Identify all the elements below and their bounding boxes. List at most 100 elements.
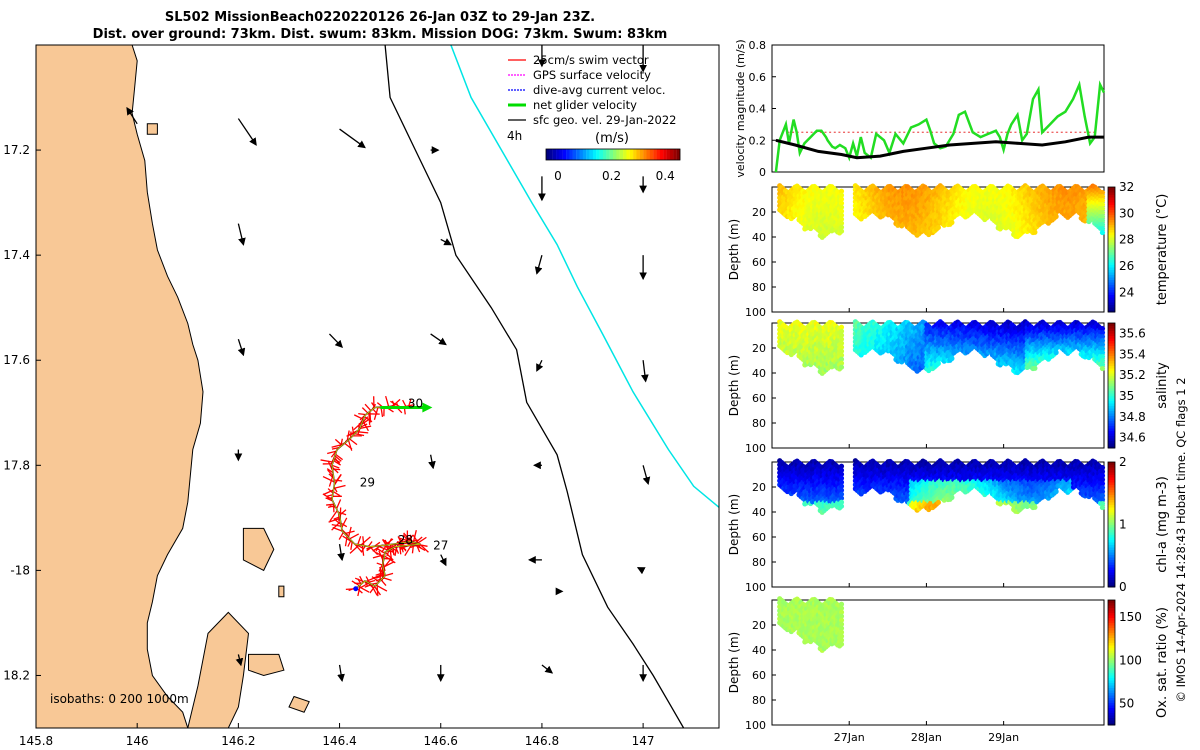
chla-panel-sample — [838, 463, 845, 469]
sfc-velocity-vector-9 — [237, 223, 246, 246]
swim-vector-tick — [340, 522, 348, 528]
salinity-panel-colorbar-tick: 35.4 — [1119, 347, 1146, 361]
legend-colorbar-tick: 0.4 — [656, 169, 675, 183]
temperature-panel-colorbar-cell — [1108, 202, 1115, 205]
temperature-panel-colorbar-cell — [1108, 264, 1115, 268]
chart-title-line1: SL502 MissionBeach0220220126 26-Jan 03Z … — [164, 10, 596, 25]
chla-panel-sample — [838, 475, 845, 481]
legend-colorbar-cell — [566, 149, 570, 160]
swim-vector-tick — [373, 407, 379, 420]
swim-vector-tick — [382, 561, 395, 568]
temperature-panel-colorbar-cell — [1108, 247, 1115, 250]
temperature-panel-colorbar-cell — [1108, 259, 1115, 263]
isobath-1000m — [450, 45, 719, 508]
temperature-panel-colorbar-cell — [1108, 214, 1115, 218]
swim-vector-tick — [341, 517, 348, 529]
temperature-panel-colorbar-cell — [1108, 222, 1115, 225]
temperature-panel-colorbar-frame — [1107, 186, 1116, 313]
salinity-panel-colorbar-cell — [1108, 330, 1115, 334]
temperature-panel-sample — [1099, 229, 1106, 236]
velocity-ytick-label: 0 — [759, 166, 766, 179]
salinity-panel-colorbar-cell — [1108, 435, 1115, 439]
temperature-panel-sample — [935, 224, 941, 231]
legend-colorbar-cell — [649, 149, 654, 160]
salinity-panel-sample — [838, 360, 845, 366]
salinity-panel-colorbar-cell — [1108, 348, 1115, 351]
swim-vector-tick — [360, 536, 371, 546]
swim-vector-tick — [337, 511, 347, 516]
temperature-panel-colorbar-cell — [1108, 219, 1115, 223]
sfc-velocity-vector-5 — [339, 128, 366, 149]
salinity-panel-sample — [1099, 333, 1106, 340]
salinity-panel-sample — [838, 332, 845, 338]
temperature-panel-ytick-label: 20 — [752, 206, 766, 219]
temperature-panel-colorbar-cell — [1108, 267, 1115, 270]
swim-vector-tick — [383, 555, 396, 564]
salinity-panel-colorbar-cell — [1108, 418, 1115, 421]
sfc-velocity-vector-10 — [440, 238, 453, 246]
map-ytick-label: 17.6 — [3, 353, 30, 367]
temperature-panel-colorbar-cell — [1108, 252, 1115, 255]
temperature-panel-colorbar-cell — [1108, 272, 1115, 275]
temperature-panel-colorbar-tick: 28 — [1119, 233, 1134, 247]
legend-colorbar-cell — [596, 149, 600, 160]
swim-vector-tick — [375, 584, 388, 592]
legend-colorbar-cell — [582, 149, 587, 160]
legend-colorbar-cell — [576, 149, 580, 160]
legend-colorbar-cell — [639, 149, 644, 160]
map-ytick-label: 17.2 — [3, 143, 30, 157]
day-label-28: 28 — [398, 533, 413, 547]
net-glider-velocity-head — [422, 402, 433, 413]
chla-panel-sample — [838, 467, 845, 473]
salinity-panel-ylabel: Depth (m) — [727, 355, 741, 416]
swim-vector-tick — [326, 503, 335, 506]
salinity-panel-colorbar-cell — [1108, 433, 1115, 436]
legend-colorbar-unit: (m/s) — [595, 131, 629, 146]
temperature-panel-colorbar-cell — [1108, 194, 1115, 198]
map-xtick-label: 147 — [632, 734, 655, 748]
temperature-panel-colorbar-cell — [1108, 254, 1115, 258]
swim-vector-tick — [354, 577, 365, 583]
swim-vector-tick — [361, 545, 365, 556]
temperature-panel-colorbar-cell — [1108, 197, 1115, 200]
sfc-velocity-vector-22 — [337, 544, 345, 562]
island-2 — [248, 653, 285, 677]
salinity-panel-colorbar-cell — [1108, 405, 1115, 409]
velocity-ytick-label: 0.8 — [749, 39, 767, 52]
swim-vector-tick — [376, 562, 383, 566]
swim-vector-tick — [339, 509, 347, 516]
swim-vector-tick — [357, 536, 362, 545]
swim-vector-tick — [415, 544, 421, 553]
legend-colorbar-cell — [669, 149, 674, 160]
temperature-panel-colorbar-cell — [1108, 277, 1115, 280]
swim-vector-tick — [376, 583, 379, 597]
island-5 — [288, 695, 310, 713]
swim-vector-tick — [338, 531, 344, 540]
sfc-velocity-vector-26 — [235, 654, 244, 667]
map-xtick-label: 146.4 — [322, 734, 356, 748]
salinity-panel-sample — [1099, 337, 1106, 344]
legend-colorbar-cell — [606, 149, 610, 160]
swim-vector-tick — [333, 474, 342, 485]
salinity-panel-colorbar-cell — [1108, 400, 1115, 404]
legend-colorbar-cell — [613, 149, 617, 160]
temperature-panel-colorbar-cell — [1108, 244, 1115, 248]
map-xtick-label: 146 — [126, 734, 149, 748]
salinity-panel-colorbar-cell — [1108, 423, 1115, 426]
legend-item-4: sfc geo. vel. 29-Jan-2022 — [533, 113, 677, 127]
swim-vector-tick — [354, 433, 365, 437]
salinity-panel-colorbar-cell — [1108, 408, 1115, 411]
salinity-panel-colorbar-cell — [1108, 378, 1115, 381]
salinity-panel-sample — [838, 344, 845, 350]
swim-vector-tick — [404, 534, 414, 543]
velocity-ylabel: velocity magnitude (m/s) — [734, 39, 747, 177]
dive-avg-current-marker — [353, 586, 359, 592]
map-xtick-label: 146.8 — [525, 734, 559, 748]
chla-panel-sample — [838, 471, 845, 477]
swim-vector-tick — [364, 403, 372, 412]
temperature-panel-colorbar-cell — [1108, 242, 1115, 245]
sfc-velocity-vector-17 — [640, 360, 649, 383]
velocity-frame — [771, 44, 1105, 173]
sfc-velocity-vector-19 — [428, 454, 436, 470]
